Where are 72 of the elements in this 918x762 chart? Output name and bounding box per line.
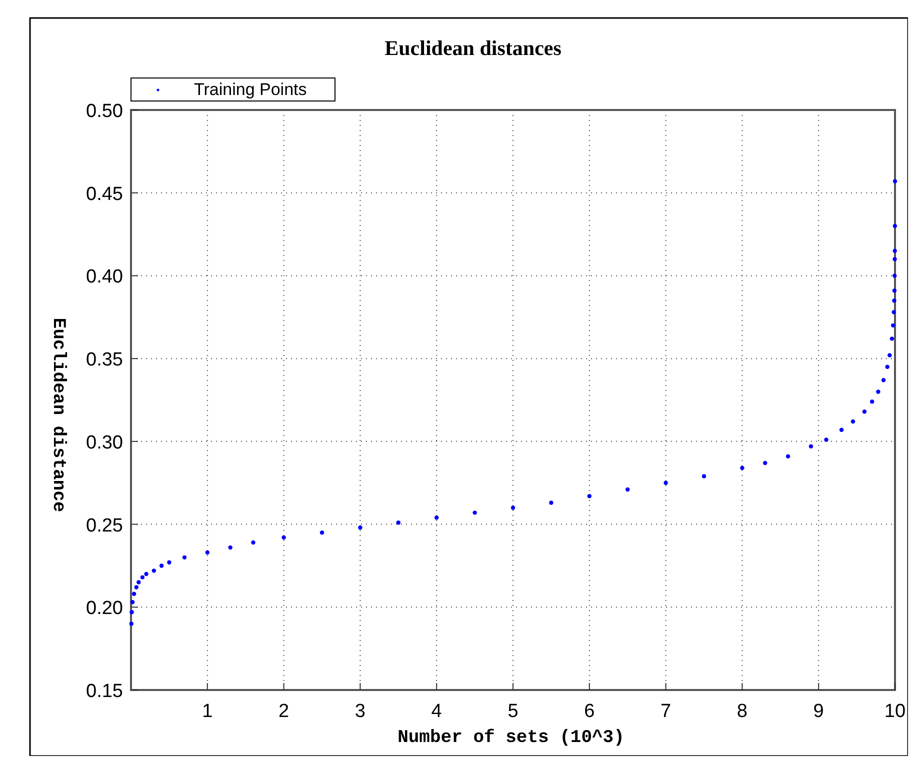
point	[876, 390, 880, 394]
point	[205, 550, 210, 555]
point	[808, 444, 814, 449]
point	[892, 298, 896, 303]
point	[839, 428, 844, 432]
x-axis-title: Number of sets (10^3)	[398, 728, 624, 748]
point	[890, 323, 896, 328]
point	[152, 568, 156, 573]
point	[740, 466, 744, 470]
y-tick-label: 0.50	[86, 101, 123, 122]
point	[870, 400, 874, 404]
point	[892, 248, 897, 253]
point	[282, 535, 286, 540]
point	[159, 564, 164, 568]
point	[888, 353, 892, 358]
point	[892, 257, 897, 262]
point	[892, 224, 898, 228]
point	[434, 516, 439, 520]
point	[625, 487, 630, 492]
point	[892, 288, 897, 293]
point	[251, 540, 256, 545]
point	[130, 600, 135, 604]
y-axis-title: Euclidean distance	[48, 318, 68, 512]
x-tick-label: 4	[431, 701, 442, 722]
point	[892, 310, 896, 314]
y-tick-label: 0.15	[86, 681, 123, 702]
y-tick-label: 0.40	[86, 266, 123, 288]
point	[549, 500, 554, 505]
point	[890, 336, 894, 341]
point	[824, 438, 828, 442]
chart-title: Euclidean distances	[384, 36, 562, 60]
point	[881, 378, 886, 382]
point	[892, 274, 897, 278]
x-tick-label: 1	[202, 701, 213, 722]
x-tick-label: 8	[736, 701, 748, 722]
y-tick-label: 0.20	[86, 598, 123, 620]
point	[140, 575, 145, 580]
point	[228, 545, 232, 550]
point	[132, 592, 136, 596]
x-tick-label: 3	[354, 701, 366, 722]
x-tick-label: 5	[508, 701, 518, 722]
point	[702, 474, 706, 478]
point	[136, 580, 141, 584]
x-tick-label: 7	[660, 701, 672, 722]
point	[396, 520, 401, 525]
text: Training Points	[194, 80, 307, 99]
point	[129, 622, 134, 626]
point	[182, 555, 187, 560]
point	[862, 409, 867, 414]
point	[850, 419, 856, 424]
point	[763, 460, 768, 466]
x-tick-label: 9	[813, 701, 824, 722]
point	[892, 179, 898, 184]
point	[885, 364, 890, 369]
point	[144, 572, 148, 576]
point	[786, 454, 790, 458]
x-tick-label: 10	[884, 701, 906, 722]
x-tick-label: 6	[584, 701, 595, 722]
y-tick-label: 0.45	[86, 184, 123, 205]
y-tick-label: 0.35	[86, 350, 123, 371]
point	[130, 610, 134, 614]
point	[664, 480, 668, 485]
point	[510, 506, 516, 510]
point	[134, 585, 138, 590]
point	[358, 525, 362, 530]
point	[472, 510, 477, 515]
y-tick-label: 0.25	[86, 515, 123, 536]
point	[587, 494, 592, 498]
x-tick-label: 2	[278, 701, 290, 722]
y-tick-label: 0.30	[86, 432, 123, 454]
point	[167, 560, 172, 565]
point	[320, 530, 324, 535]
